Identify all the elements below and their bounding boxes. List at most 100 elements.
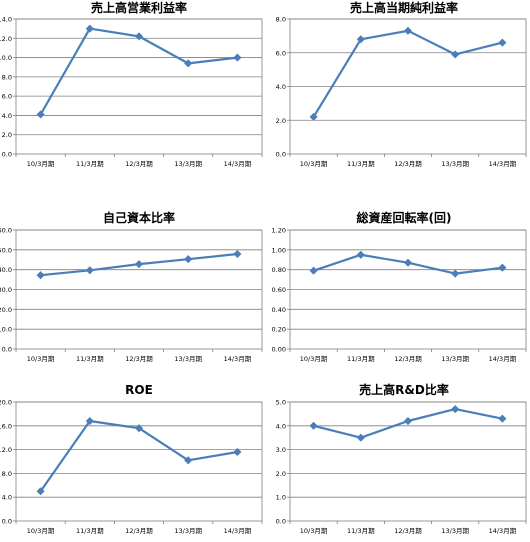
x-tick-label: 11/3月期 (76, 160, 104, 168)
data-point-marker (36, 271, 45, 280)
x-tick-label: 14/3月期 (224, 355, 252, 363)
data-point-marker (184, 456, 193, 465)
plot-area (289, 229, 527, 350)
x-tick-label: 10/3月期 (300, 527, 328, 535)
y-tick-label: 4.0 (276, 83, 286, 91)
chart-panel: ROE 0.0 4.0 8.0 12.0 16.0 20.0 10/3月期 11/3月期 12/3… (0, 383, 263, 535)
data-point-marker (309, 266, 318, 275)
data-point-marker (309, 112, 318, 122)
x-tick-label: 14/3月期 (489, 355, 517, 363)
chart-title: ROE (125, 383, 153, 397)
data-point-marker (498, 263, 507, 272)
y-tick-label: 6.0 (2, 93, 12, 101)
data-point-marker (134, 424, 144, 433)
data-point-marker (356, 250, 365, 259)
x-tick-label: 11/3月期 (347, 160, 375, 168)
y-tick-label: 16.0 (0, 422, 12, 430)
data-point-marker (403, 416, 413, 426)
y-tick-label: 0.60 (272, 286, 286, 294)
x-tick-label: 10/3月期 (27, 355, 55, 363)
y-tick-label: 5.0 (276, 399, 286, 407)
plot-area (15, 229, 263, 350)
x-tick-label: 12/3月期 (125, 160, 153, 168)
x-tick-label: 14/3月期 (224, 160, 252, 168)
x-tick-label: 13/3月期 (441, 160, 469, 168)
x-tick-label: 11/3月期 (76, 527, 104, 535)
chart-panel: 自己資本比率 0.0 10.0 20.0 30.0 40.0 50.0 60.0 10/3月期 1… (0, 210, 263, 363)
chart-title: 総資産回転率(回) (357, 210, 452, 225)
x-tick-label: 12/3月期 (394, 355, 422, 363)
plot-area (289, 401, 527, 522)
data-point-marker (309, 421, 318, 430)
data-point-marker (233, 53, 242, 62)
y-tick-label: 2.0 (276, 117, 286, 125)
y-tick-label: 8.0 (2, 73, 12, 81)
data-point-marker (451, 269, 460, 278)
series-line (39, 27, 238, 116)
chart-title: 売上高当期純利益率 (350, 0, 458, 15)
y-tick-label: 0.0 (2, 518, 12, 526)
y-tick-label: 60.0 (0, 227, 12, 235)
y-tick-label: 8.0 (2, 470, 12, 478)
data-point-marker (36, 487, 45, 496)
y-tick-label: 2.0 (276, 470, 286, 478)
x-tick-label: 10/3月期 (27, 527, 55, 535)
y-tick-label: 4.0 (2, 112, 12, 120)
y-tick-label: 12.0 (0, 35, 12, 43)
y-tick-label: 0.80 (272, 266, 286, 274)
x-tick-label: 11/3月期 (76, 355, 104, 363)
y-tick-label: 10.0 (0, 54, 12, 62)
chart-panel: 売上高当期純利益率 0.0 2.0 4.0 6.0 8.0 10/3月期 11/3月期 12/3… (276, 0, 527, 168)
x-tick-label: 13/3月期 (174, 527, 202, 535)
chart-title: 売上高営業利益率 (91, 0, 187, 15)
y-tick-label: 0.0 (276, 151, 286, 159)
x-tick-label: 14/3月期 (489, 527, 517, 535)
data-point-marker (134, 259, 144, 269)
y-tick-label: 12.0 (0, 446, 12, 454)
y-tick-label: 1.00 (272, 246, 286, 254)
data-point-marker (233, 249, 242, 259)
y-tick-label: 20.0 (0, 306, 12, 314)
data-point-marker (85, 266, 94, 275)
y-tick-label: 10.0 (0, 326, 12, 334)
data-point-marker (184, 59, 193, 68)
y-tick-label: 20.0 (0, 399, 12, 407)
x-tick-label: 13/3月期 (174, 355, 202, 363)
y-tick-label: 4.0 (2, 494, 12, 502)
data-point-marker (36, 110, 45, 119)
data-point-marker (403, 26, 413, 35)
x-tick-label: 12/3月期 (125, 527, 153, 535)
chart-panel: 売上高R&D比率 0.0 1.0 2.0 3.0 4.0 5.0 10/3月期 11/3月期 12… (276, 382, 527, 535)
x-tick-label: 14/3月期 (224, 527, 252, 535)
x-tick-label: 11/3月期 (347, 355, 375, 363)
plot-area (289, 18, 527, 155)
data-point-marker (85, 24, 94, 33)
chart-title: 売上高R&D比率 (359, 382, 449, 397)
x-tick-label: 13/3月期 (174, 160, 202, 168)
y-tick-label: 40.0 (0, 266, 12, 274)
data-point-marker (356, 35, 365, 44)
data-point-marker (451, 404, 460, 414)
data-point-marker (356, 433, 365, 442)
x-tick-label: 10/3月期 (300, 355, 328, 363)
y-tick-label: 30.0 (0, 286, 12, 294)
data-point-marker (233, 447, 242, 457)
chart-panel: 売上高営業利益率 0.0 2.0 4.0 6.0 8.0 10.0 12.0 14.0 10/3月… (0, 0, 263, 168)
y-tick-label: 8.0 (276, 16, 286, 24)
y-tick-label: 2.0 (2, 131, 12, 139)
x-tick-label: 10/3月期 (300, 160, 328, 168)
plot-area (15, 401, 263, 522)
y-tick-label: 0.0 (276, 518, 286, 526)
y-tick-label: 1.0 (276, 494, 286, 502)
y-tick-label: 0.0 (2, 151, 12, 159)
y-tick-label: 14.0 (0, 16, 12, 24)
data-point-marker (403, 258, 413, 267)
x-tick-label: 12/3月期 (394, 160, 422, 168)
data-point-marker (498, 38, 507, 47)
x-tick-label: 13/3月期 (441, 355, 469, 363)
y-tick-label: 3.0 (276, 446, 286, 454)
chart-panel: 総資産回転率(回) 0.00 0.20 0.40 0.60 0.80 1.00 1.20 10/… (272, 210, 527, 363)
x-tick-label: 13/3月期 (441, 527, 469, 535)
